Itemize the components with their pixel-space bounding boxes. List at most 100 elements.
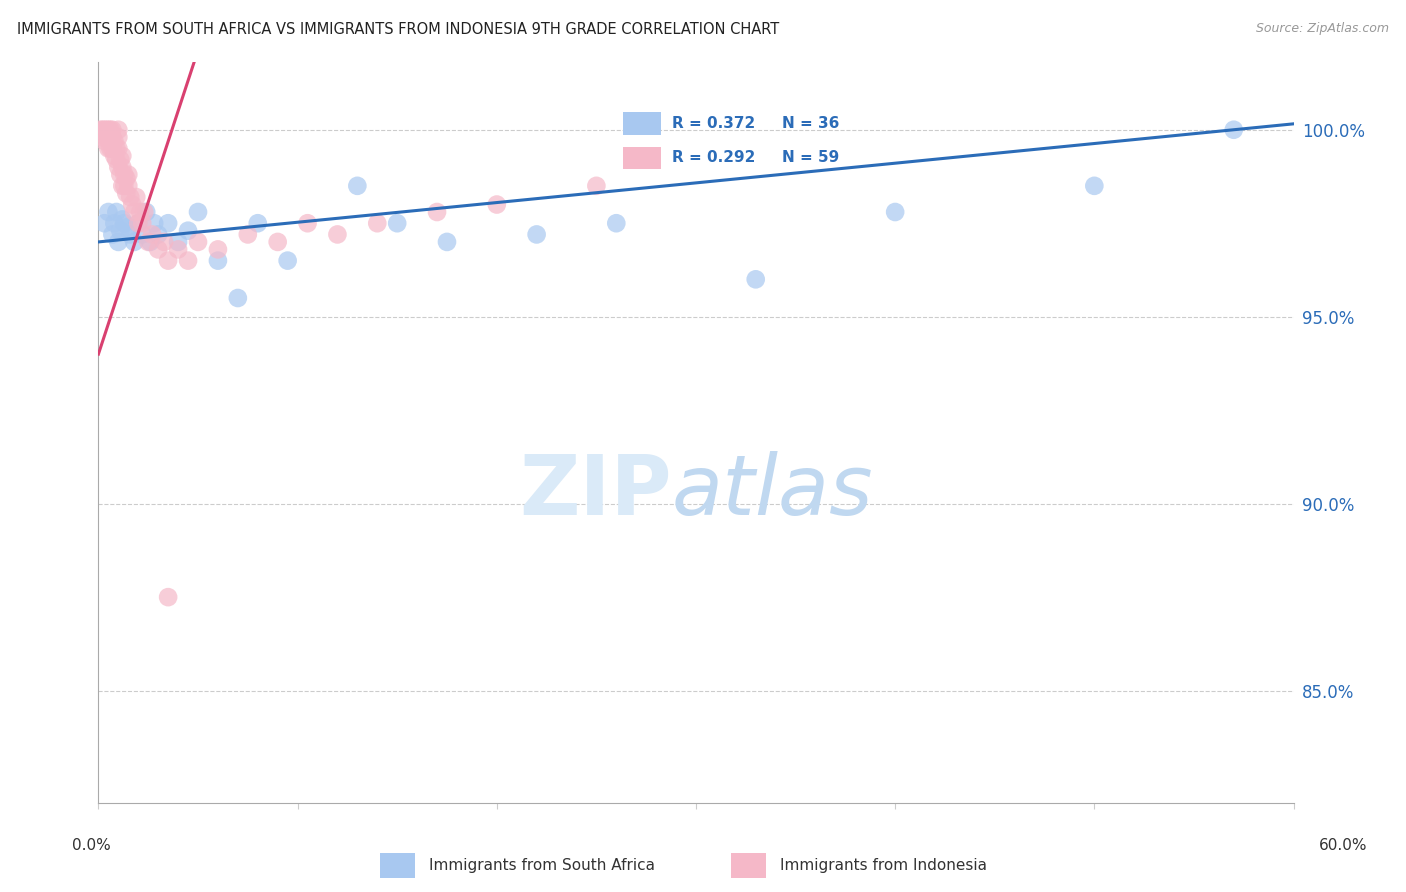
Point — [141, 227, 163, 242]
Point — [207, 243, 229, 257]
Point — [115, 186, 138, 201]
Point — [111, 149, 134, 163]
Text: ZIP: ZIP — [520, 451, 672, 533]
Text: Immigrants from South Africa: Immigrants from South Africa — [429, 858, 655, 872]
Point — [101, 130, 124, 145]
Point — [267, 235, 290, 249]
Point — [605, 216, 627, 230]
Point — [148, 227, 170, 242]
Point — [1083, 178, 1105, 193]
Point — [110, 153, 132, 167]
Point — [385, 216, 409, 230]
Point — [143, 216, 166, 230]
Point — [91, 130, 114, 145]
Point — [111, 178, 134, 193]
Point — [103, 149, 125, 163]
Text: atlas: atlas — [672, 451, 873, 533]
Point — [110, 168, 132, 182]
Point — [98, 122, 122, 136]
Point — [134, 205, 156, 219]
FancyBboxPatch shape — [380, 853, 415, 878]
Point — [112, 168, 135, 182]
Point — [426, 205, 449, 219]
Point — [346, 178, 368, 193]
Point — [135, 205, 157, 219]
Point — [97, 141, 120, 155]
Point — [157, 253, 180, 268]
Point — [157, 216, 180, 230]
Point — [1223, 122, 1246, 136]
Point — [157, 590, 180, 604]
Point — [148, 243, 170, 257]
Point — [107, 130, 129, 145]
Point — [93, 122, 115, 136]
Point — [745, 272, 768, 286]
Point — [117, 168, 139, 182]
Point — [177, 253, 200, 268]
Point — [226, 291, 249, 305]
Point — [187, 235, 209, 249]
FancyBboxPatch shape — [731, 853, 766, 878]
Point — [107, 160, 129, 174]
Point — [129, 205, 152, 219]
Point — [91, 122, 114, 136]
Point — [93, 216, 115, 230]
Point — [105, 153, 128, 167]
Point — [97, 205, 120, 219]
Point — [103, 134, 125, 148]
Point — [105, 141, 128, 155]
Point — [97, 130, 120, 145]
Point — [105, 205, 128, 219]
Text: N = 36: N = 36 — [782, 116, 839, 131]
Text: Source: ZipAtlas.com: Source: ZipAtlas.com — [1256, 22, 1389, 36]
Point — [112, 216, 135, 230]
Point — [139, 235, 162, 249]
Point — [884, 205, 907, 219]
Text: 0.0%: 0.0% — [72, 838, 111, 854]
Point — [107, 122, 129, 136]
Text: IMMIGRANTS FROM SOUTH AFRICA VS IMMIGRANTS FROM INDONESIA 9TH GRADE CORRELATION : IMMIGRANTS FROM SOUTH AFRICA VS IMMIGRAN… — [17, 22, 779, 37]
Point — [96, 122, 118, 136]
Point — [124, 205, 146, 219]
Point — [107, 235, 129, 249]
Point — [153, 235, 176, 249]
Text: N = 59: N = 59 — [782, 151, 839, 165]
FancyBboxPatch shape — [623, 112, 661, 136]
Point — [297, 216, 319, 230]
Point — [103, 216, 125, 230]
Point — [96, 130, 118, 145]
Point — [246, 216, 269, 230]
Point — [127, 216, 149, 230]
Point — [277, 253, 299, 268]
Point — [101, 141, 124, 155]
Text: R = 0.292: R = 0.292 — [672, 151, 755, 165]
Point — [131, 216, 153, 230]
Point — [485, 197, 508, 211]
Point — [236, 227, 259, 242]
Point — [131, 227, 153, 242]
Point — [125, 190, 148, 204]
Text: 60.0%: 60.0% — [1319, 838, 1367, 854]
Point — [121, 197, 143, 211]
Point — [117, 178, 139, 193]
Point — [366, 216, 388, 230]
Point — [112, 178, 135, 193]
Point — [97, 122, 120, 136]
Point — [117, 219, 139, 234]
Point — [101, 122, 124, 136]
Point — [107, 141, 129, 155]
Point — [167, 243, 190, 257]
Point — [127, 216, 149, 230]
Text: Immigrants from Indonesia: Immigrants from Indonesia — [780, 858, 987, 872]
FancyBboxPatch shape — [623, 146, 661, 169]
Point — [177, 224, 200, 238]
Point — [136, 235, 159, 249]
Point — [89, 122, 111, 136]
Point — [436, 235, 458, 249]
Point — [167, 235, 190, 249]
Point — [115, 171, 138, 186]
Point — [326, 227, 349, 242]
Point — [98, 141, 122, 155]
Point — [111, 212, 134, 227]
Point — [526, 227, 548, 242]
